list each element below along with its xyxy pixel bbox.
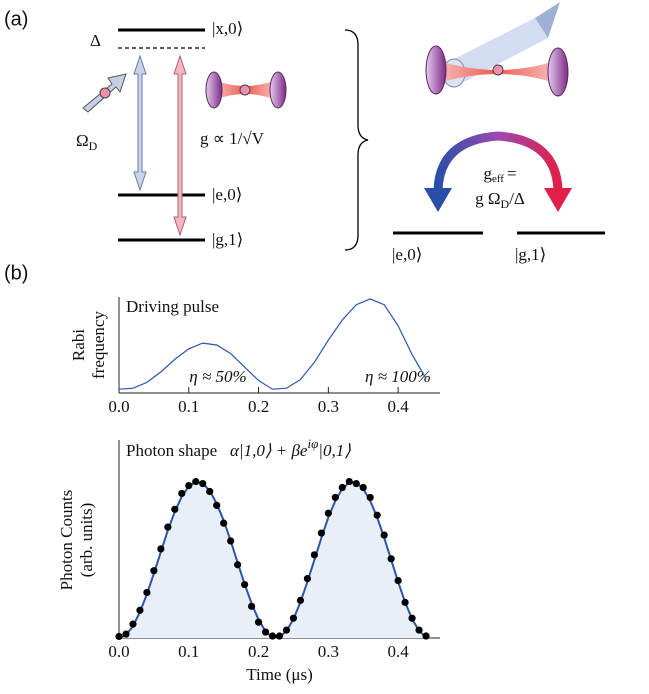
panel-label: (b)	[4, 262, 28, 284]
data-point	[422, 632, 430, 640]
symbol: g	[483, 164, 492, 183]
data-point	[401, 598, 409, 606]
chart-title: Driving pulse	[126, 297, 219, 316]
data-point	[227, 537, 235, 545]
formula-part: α|1,0⟩ + βe	[230, 441, 308, 460]
x-tick-label: 0.1	[178, 642, 199, 661]
y-axis-label: (arb. units)	[77, 503, 96, 578]
equals: =	[507, 164, 517, 183]
brace	[344, 29, 369, 251]
data-point	[394, 576, 402, 585]
x-tick-label: 0.3	[318, 642, 339, 661]
x-tick-label: 0.2	[248, 397, 269, 416]
annotation: η ≈ 100%	[365, 367, 431, 386]
data-point	[199, 479, 207, 488]
subscript: D	[501, 197, 510, 211]
formula: α|1,0⟩ + βeiφ|0,1⟩	[230, 436, 351, 460]
data-point	[338, 483, 346, 492]
data-point	[387, 555, 395, 563]
effective-coupling: geff =	[483, 164, 516, 185]
data-point	[408, 614, 416, 622]
data-point	[254, 618, 263, 626]
data-point	[164, 523, 172, 531]
data-point	[303, 575, 312, 583]
x-tick-label: 0.0	[108, 397, 129, 416]
data-point	[275, 632, 284, 640]
data-point	[157, 545, 165, 553]
chart-title: Photon shape	[126, 441, 217, 460]
data-point	[213, 501, 221, 509]
y-axis-label: Photon Counts	[57, 490, 76, 591]
data-point	[359, 483, 367, 492]
data-point	[366, 493, 374, 502]
x-tick-label: 0.2	[248, 642, 269, 661]
area	[119, 481, 427, 638]
data-point	[206, 487, 214, 496]
data-point	[241, 580, 249, 589]
level-label: |e,0⟩	[212, 185, 242, 204]
x-tick-label: 0.1	[178, 397, 199, 416]
level-scheme	[82, 28, 287, 242]
panel-label: (a)	[4, 8, 28, 30]
detuning-label: Δ	[90, 31, 101, 50]
data-point	[380, 531, 388, 539]
formula-superscript: iφ	[307, 436, 318, 451]
subscript: eff	[492, 173, 504, 185]
expression: g Ω	[475, 189, 500, 208]
coupling-label: g ∝ 1/√V	[200, 129, 265, 148]
data-point	[136, 606, 144, 614]
data-point	[234, 561, 242, 569]
data-point	[129, 620, 137, 628]
data-point	[352, 479, 360, 488]
x-tick-label: 0.0	[108, 642, 129, 661]
data-point	[171, 505, 179, 513]
line	[118, 298, 427, 390]
data-point	[289, 614, 298, 622]
data-point	[317, 529, 325, 537]
symbol: Ω	[76, 131, 89, 150]
data-point	[261, 628, 270, 636]
level-label: |g,1⟩	[212, 230, 243, 249]
data-point	[192, 477, 200, 486]
y-axis-label: Rabi	[69, 329, 88, 361]
data-point	[331, 493, 339, 502]
data-point	[324, 509, 332, 517]
data-point	[296, 596, 305, 604]
x-tick-label: 0.4	[388, 397, 410, 416]
data-point	[268, 632, 277, 640]
effective-expression: g ΩD/Δ	[475, 189, 525, 211]
data-point	[178, 489, 186, 498]
expression: /Δ	[509, 189, 525, 208]
data-point	[185, 481, 193, 490]
level-label: |e,0⟩	[392, 245, 422, 264]
level-label: |x,0⟩	[212, 19, 243, 38]
data-point	[115, 632, 123, 641]
x-axis-label: Time (μs)	[246, 665, 313, 684]
data-point	[122, 630, 130, 638]
data-point	[247, 602, 256, 610]
data-point	[345, 477, 353, 486]
annotation: η ≈ 50%	[189, 367, 246, 386]
level-label: |g,1⟩	[515, 245, 546, 264]
data-point	[220, 519, 228, 527]
x-tick-label: 0.3	[318, 397, 339, 416]
data-point	[150, 567, 158, 575]
data-point	[282, 626, 291, 634]
drive-label: ΩD	[76, 131, 98, 153]
subscript: D	[89, 139, 98, 153]
data-point	[373, 511, 381, 519]
formula-part: |0,1⟩	[318, 441, 351, 460]
y-axis-label: frequency	[89, 311, 108, 379]
x-tick-label: 0.4	[388, 642, 410, 661]
cavity-illustration	[393, 2, 605, 235]
data-point	[415, 626, 423, 634]
data-point	[143, 588, 151, 597]
data-point	[310, 551, 318, 559]
